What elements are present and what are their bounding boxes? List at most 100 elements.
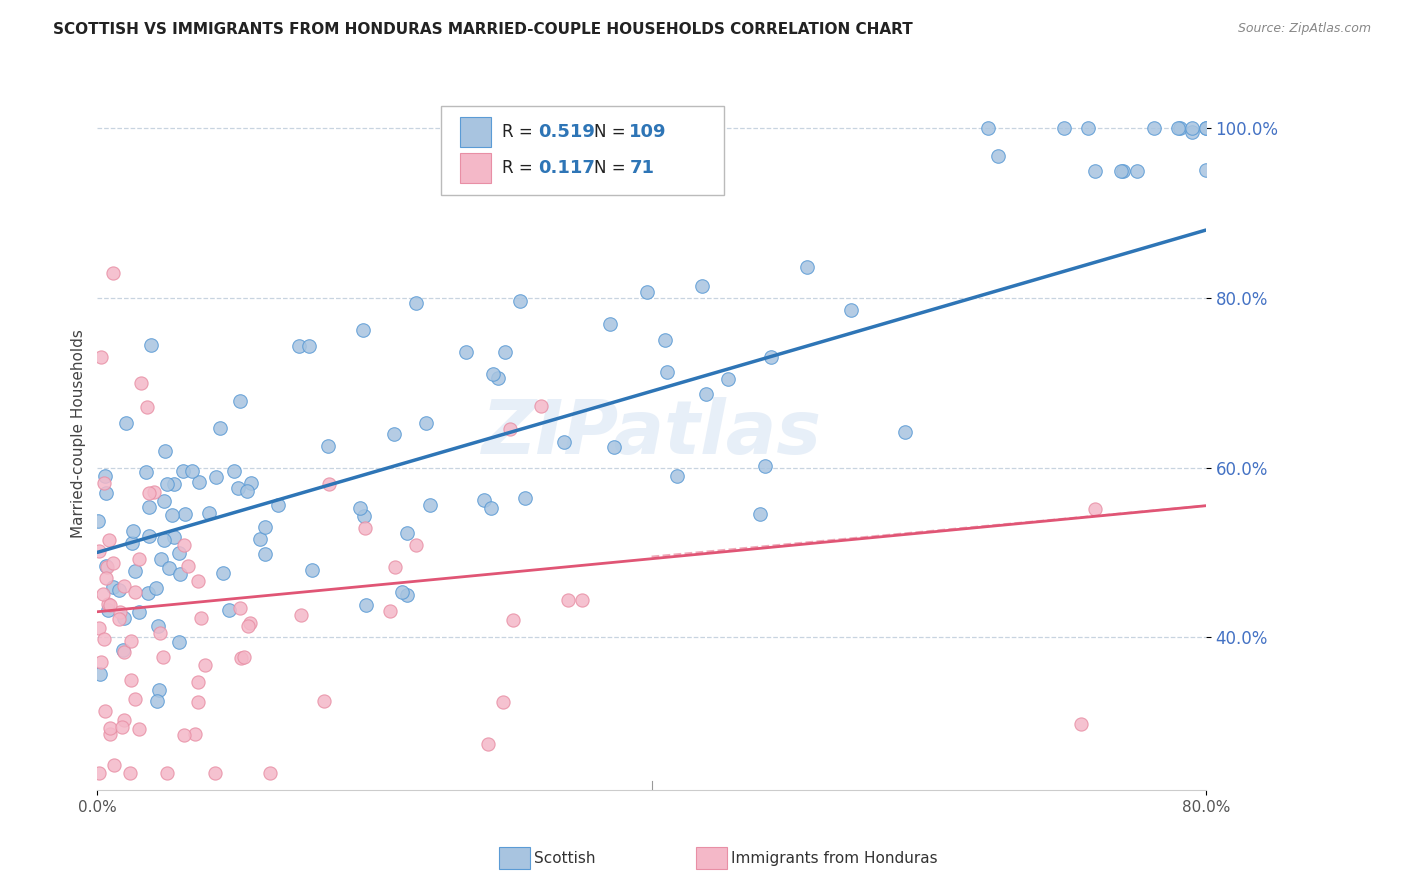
Point (218, 602, 240, 616)
Point (138, 486, 160, 500)
Point (169, 546, 191, 560)
Point (120, 634, 142, 648)
Point (138, 500, 160, 514)
Point (188, 475, 211, 489)
Point (148, 683, 170, 698)
Point (96, 560, 118, 574)
Point (93, 632, 115, 647)
Point (208, 420, 231, 434)
Point (229, 601, 252, 615)
Point (391, 584, 413, 599)
Point (839, 303, 862, 318)
Point (190, 611, 212, 625)
Point (108, 606, 131, 620)
Point (1111, 163, 1133, 178)
Point (297, 339, 319, 353)
Point (143, 484, 166, 499)
Point (301, 562, 323, 576)
Point (156, 477, 179, 491)
Point (129, 376, 152, 390)
Point (108, 612, 131, 626)
Point (198, 506, 221, 520)
Point (259, 765, 281, 780)
Point (515, 491, 537, 505)
Point (1195, 121, 1218, 136)
Point (599, 317, 621, 331)
Point (103, 580, 125, 594)
Point (384, 560, 406, 574)
Point (205, 469, 228, 483)
Point (111, 720, 134, 734)
Point (148, 619, 170, 633)
Point (894, 425, 917, 440)
Point (145, 581, 167, 595)
Point (690, 278, 713, 293)
Point (382, 426, 405, 441)
Point (112, 579, 135, 593)
Point (352, 323, 374, 337)
Point (238, 618, 260, 632)
Point (353, 521, 375, 535)
Point (152, 650, 174, 665)
Point (98, 598, 121, 612)
Point (477, 737, 499, 751)
Point (112, 611, 135, 625)
Point (267, 498, 290, 512)
Point (1195, 162, 1218, 177)
Point (98, 721, 121, 735)
Point (124, 564, 146, 578)
Point (93, 475, 115, 490)
Point (138, 528, 160, 542)
Point (177, 558, 200, 573)
Point (754, 458, 776, 473)
Point (149, 625, 172, 640)
Point (94, 485, 117, 500)
Point (796, 260, 818, 274)
Point (479, 501, 502, 516)
Point (530, 399, 553, 413)
Point (318, 477, 340, 491)
Point (128, 723, 150, 737)
Point (174, 507, 197, 521)
Point (180, 464, 202, 478)
Point (1170, 121, 1192, 136)
Point (112, 644, 135, 658)
Bar (460, 118, 491, 147)
Point (759, 351, 782, 365)
Point (153, 494, 176, 508)
Point (396, 526, 419, 541)
Point (354, 599, 377, 613)
Point (472, 493, 495, 508)
Point (169, 566, 191, 581)
Point (987, 149, 1010, 163)
Point (249, 532, 271, 546)
Point (94, 469, 117, 483)
Point (204, 765, 226, 780)
Point (290, 607, 312, 622)
Point (94, 559, 117, 574)
Bar (460, 153, 491, 183)
Point (229, 394, 252, 409)
Point (419, 498, 441, 512)
Point (89, 621, 111, 635)
Point (654, 333, 676, 347)
Point (415, 416, 437, 430)
Point (173, 728, 195, 742)
Point (492, 695, 515, 709)
Point (101, 557, 124, 571)
Point (160, 508, 183, 523)
Point (509, 293, 531, 308)
Point (1112, 163, 1135, 178)
Point (111, 642, 134, 657)
Point (494, 344, 516, 359)
Point (636, 285, 658, 299)
Point (97, 597, 120, 611)
Text: Scottish: Scottish (534, 851, 596, 865)
Point (454, 345, 477, 359)
Point (97, 602, 120, 616)
Point (1125, 163, 1147, 178)
Point (224, 464, 246, 478)
Point (486, 371, 509, 385)
Point (124, 692, 146, 706)
Point (187, 695, 209, 709)
